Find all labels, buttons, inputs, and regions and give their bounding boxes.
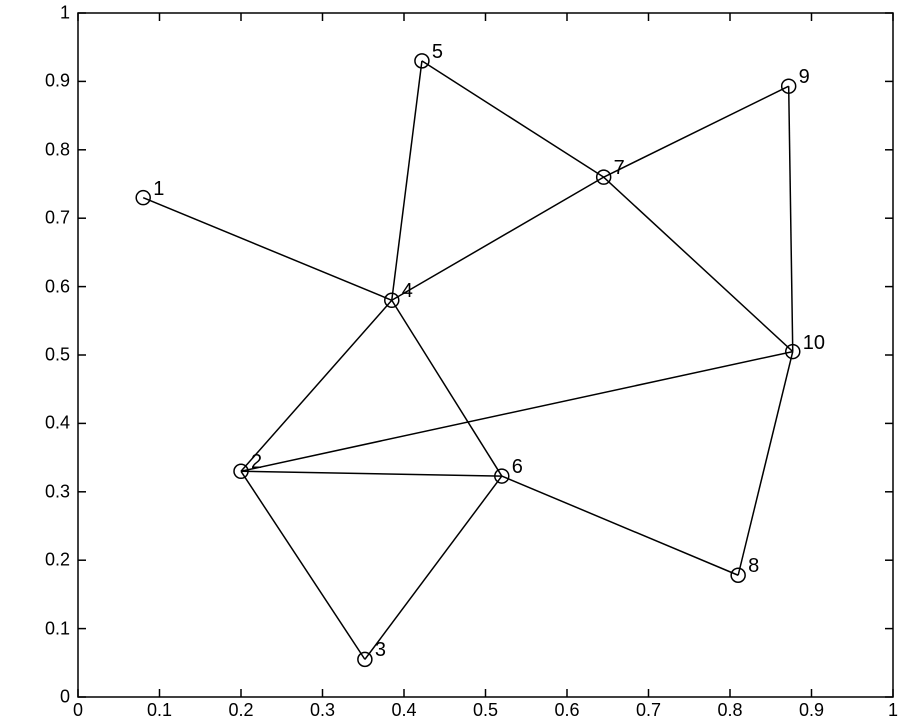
x-tick-label: 0.5 [473, 700, 498, 721]
y-tick-label: 0.8 [45, 139, 70, 160]
y-tick-label: 0.2 [45, 550, 70, 571]
node-label: 8 [748, 555, 759, 578]
y-tick-label: 1 [60, 3, 70, 24]
node-label: 5 [432, 41, 443, 64]
node-label: 9 [799, 66, 810, 89]
x-tick-label: 0.4 [391, 700, 416, 721]
x-tick-label: 0 [73, 700, 83, 721]
x-tick-label: 1 [888, 700, 898, 721]
y-tick-label: 0.6 [45, 276, 70, 297]
x-tick-label: 0.9 [799, 700, 824, 721]
node-label: 1 [153, 178, 164, 201]
node-label: 10 [803, 332, 825, 355]
node-label: 6 [512, 456, 523, 479]
y-tick-label: 0.7 [45, 208, 70, 229]
y-tick-label: 0.5 [45, 345, 70, 366]
node-label: 2 [251, 451, 262, 474]
x-tick-label: 0.6 [554, 700, 579, 721]
x-tick-label: 0.7 [636, 700, 661, 721]
y-tick-label: 0.1 [45, 618, 70, 639]
node-label: 7 [614, 157, 625, 180]
y-tick-label: 0.3 [45, 481, 70, 502]
y-tick-label: 0.4 [45, 413, 70, 434]
x-tick-label: 0.1 [147, 700, 172, 721]
network-plot: 00.10.20.30.40.50.60.70.80.9100.10.20.30… [0, 0, 903, 720]
plot-svg [0, 0, 903, 720]
x-tick-label: 0.8 [717, 700, 742, 721]
y-tick-label: 0 [60, 687, 70, 708]
x-tick-label: 0.2 [228, 700, 253, 721]
node-label: 3 [375, 639, 386, 662]
y-tick-label: 0.9 [45, 71, 70, 92]
x-tick-label: 0.3 [310, 700, 335, 721]
node-label: 4 [402, 280, 413, 303]
